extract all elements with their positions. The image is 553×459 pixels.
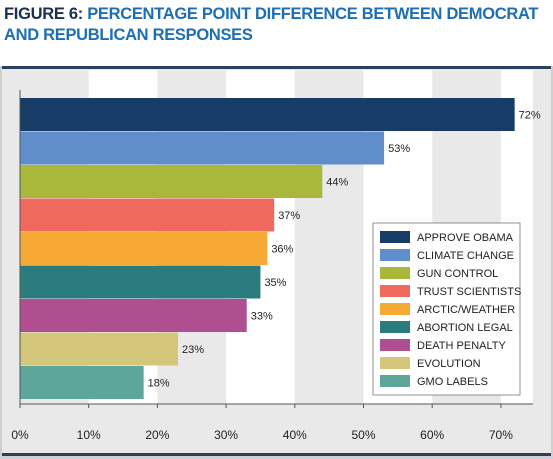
value-label: 18% (148, 378, 170, 390)
value-label: 23% (182, 344, 204, 356)
x-tick-label: 40% (283, 428, 307, 442)
bar-evolution (20, 332, 179, 366)
x-tick-label: 10% (77, 428, 101, 442)
figure-title-text: PERCENTAGE POINT DIFFERENCE BETWEEN DEMO… (4, 5, 539, 44)
legend-swatch (380, 303, 410, 315)
x-tick-label: 0% (11, 428, 29, 442)
bar-gun-control (20, 165, 323, 198)
bars: 72% 53% 44% 37% 36% 35% 33% 23% 18% (20, 98, 541, 399)
value-label: 53% (388, 143, 410, 155)
legend-swatch (380, 339, 410, 351)
legend-label: ARCTIC/WEATHER (417, 304, 515, 316)
legend-label: APPROVE OBAMA (417, 232, 514, 244)
legend-swatch (380, 375, 410, 387)
bar-death-penalty (20, 299, 247, 332)
legend-label: TRUST SCIENTISTS (417, 286, 521, 298)
x-tick-label: 20% (145, 428, 169, 442)
legend-swatch (380, 231, 410, 243)
bar-climate-change (20, 131, 385, 165)
x-tick-label: 50% (351, 428, 375, 442)
legend-swatch (380, 321, 410, 333)
legend-label: ABORTION LEGAL (417, 322, 513, 334)
figure-number: FIGURE 6: (4, 5, 88, 23)
legend-swatch (380, 285, 410, 297)
value-label: 33% (251, 311, 273, 323)
bar-gmo-labels (20, 366, 144, 399)
x-tick-label: 30% (214, 428, 238, 442)
value-label: 44% (326, 177, 348, 189)
legend-label: GMO LABELS (417, 376, 488, 388)
x-axis: 0% 10% 20% 30% 40% 50% 60% 70% (11, 90, 533, 442)
figure-title: FIGURE 6: PERCENTAGE POINT DIFFERENCE BE… (4, 4, 544, 46)
legend-label: CLIMATE CHANGE (417, 250, 514, 262)
legend-swatch (380, 249, 410, 261)
bar-approve-obama (20, 98, 515, 131)
legend-label: DEATH PENALTY (417, 340, 506, 352)
legend: APPROVE OBAMA CLIMATE CHANGE GUN CONTROL TR… (372, 222, 521, 396)
legend-label: EVOLUTION (417, 358, 481, 370)
value-label: 35% (264, 277, 286, 289)
x-tick-label: 70% (489, 428, 513, 442)
bar-arctic-weather (20, 232, 268, 265)
x-tick-label: 60% (420, 428, 444, 442)
bar-trust-scientists (20, 198, 275, 232)
value-label: 37% (278, 210, 300, 222)
legend-swatch (380, 357, 410, 369)
value-label: 72% (519, 110, 541, 122)
value-label: 36% (271, 244, 293, 256)
legend-label: GUN CONTROL (417, 268, 498, 280)
legend-swatch (380, 267, 410, 279)
bar-abortion-legal (20, 265, 261, 299)
